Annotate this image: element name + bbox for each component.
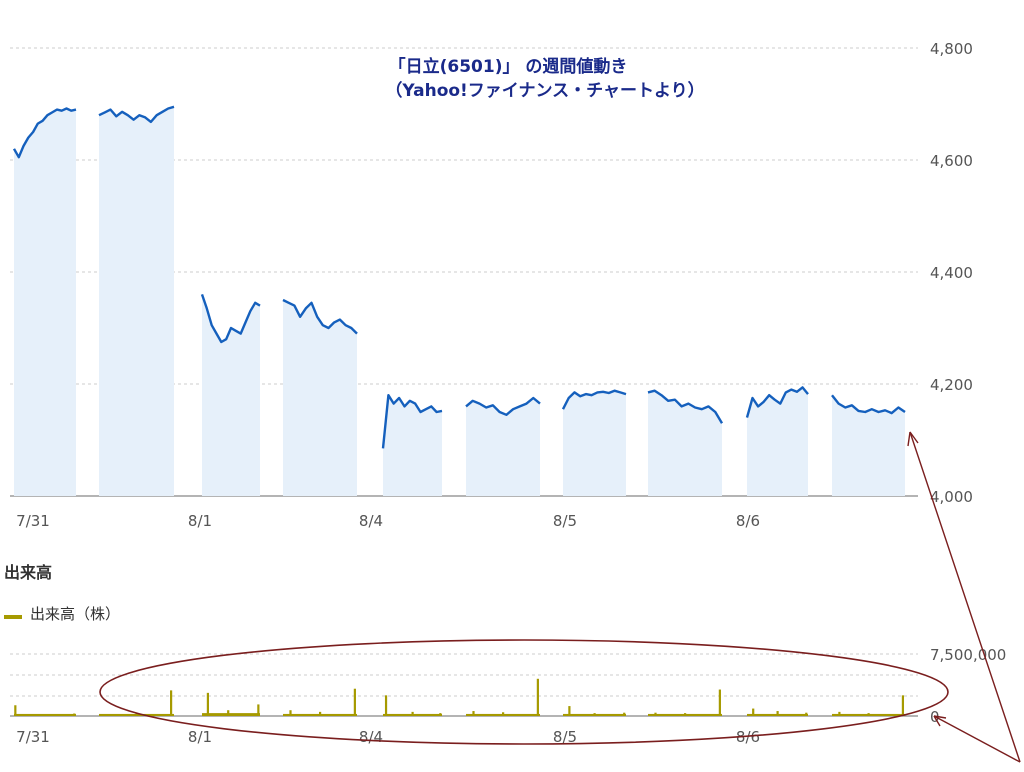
volume-spike-bar — [319, 711, 322, 716]
price-x-tick: 8/6 — [736, 512, 760, 530]
volume-spike-bar — [684, 713, 687, 716]
volume-spike-bar — [227, 710, 230, 716]
volume-base-bar — [14, 713, 76, 716]
volume-spike-bar — [206, 692, 209, 716]
price-y-tick: 4,800 — [930, 40, 973, 58]
volume-spike-bar — [805, 712, 808, 716]
volume-spike-bar — [257, 704, 260, 716]
highlight-ellipse — [99, 639, 949, 745]
price-x-tick: 7/31 — [16, 512, 50, 530]
volume-spike-bar — [411, 711, 414, 716]
price-session-fill — [283, 300, 357, 496]
arrow-to-price-line — [909, 431, 1021, 763]
arrow-head-price — [907, 431, 919, 447]
volume-spike-bar — [776, 711, 779, 716]
price-area-fills — [14, 106, 905, 497]
price-lines — [12, 105, 906, 449]
price-session-line — [647, 389, 724, 424]
price-session-line — [282, 298, 358, 335]
volume-spike-bar — [472, 711, 475, 716]
volume-legend-label: 出来高（株） — [30, 605, 120, 623]
volume-grid — [10, 653, 918, 717]
annotation-layer — [99, 431, 1021, 763]
price-x-tick: 8/5 — [553, 512, 577, 530]
price-axis: 4,800 4,600 4,400 4,200 4,000 7/31 8/1 8/4 8/5 8/… — [16, 40, 973, 530]
price-session-line — [12, 107, 77, 159]
volume-base-bar — [202, 713, 260, 716]
price-session-fill — [747, 387, 808, 496]
price-session-line — [745, 386, 809, 418]
volume-spike-bar — [568, 706, 571, 716]
price-x-tick: 8/1 — [188, 512, 212, 530]
price-session-fill — [383, 395, 442, 496]
volume-legend-swatch — [4, 615, 22, 619]
volume-x-tick: 8/1 — [188, 728, 212, 746]
price-session-fill — [202, 294, 260, 496]
volume-y-tick: 7,500,000 — [930, 646, 1006, 664]
volume-spike-bar — [502, 712, 505, 716]
volume-spike-bar — [536, 678, 539, 716]
volume-spike-bar — [170, 690, 173, 716]
price-session-line — [561, 389, 627, 410]
volume-x-tick: 8/5 — [553, 728, 577, 746]
volume-spike-bar — [623, 712, 626, 716]
price-session-line — [98, 105, 175, 124]
price-y-tick: 4,000 — [930, 488, 973, 506]
arrow-to-volume — [933, 715, 1021, 763]
volume-spike-bar — [384, 695, 388, 716]
chart-title: 「日立(6501)」 の週間値動き — [389, 56, 628, 77]
volume-spike-bar — [718, 689, 721, 716]
price-y-tick: 4,200 — [930, 376, 973, 394]
volume-spike-bar — [289, 710, 292, 716]
volume-spike-bar — [654, 712, 657, 716]
price-session-fill — [99, 106, 174, 497]
volume-spike-bar — [867, 713, 870, 716]
price-y-tick: 4,600 — [930, 152, 973, 170]
volume-spike-bar — [353, 688, 356, 716]
arrow-head-volume — [933, 715, 947, 727]
volume-spike-bar — [838, 711, 841, 716]
price-session-fill — [14, 108, 76, 496]
volume-spike-bar — [135, 713, 138, 716]
price-y-tick: 4,400 — [930, 264, 973, 282]
volume-x-tick: 8/4 — [359, 728, 383, 746]
price-session-line — [200, 294, 261, 344]
price-session-fill — [648, 390, 722, 496]
volume-spike-bar — [73, 713, 76, 716]
price-session-line — [831, 394, 906, 415]
price-session-fill — [832, 395, 905, 496]
volume-x-tick: 7/31 — [16, 728, 50, 746]
volume-spike-bar — [14, 705, 17, 716]
volume-bars — [14, 678, 905, 716]
volume-spike-bar — [439, 713, 442, 716]
price-x-tick: 8/4 — [359, 512, 383, 530]
price-session-fill — [466, 398, 540, 496]
volume-spike-bar — [752, 708, 755, 716]
price-session-line — [465, 396, 541, 416]
price-session-line — [381, 394, 443, 449]
volume-spike-bar — [593, 713, 596, 716]
chart-subtitle: （Yahoo!ファイナンス・チャートより） — [385, 80, 704, 101]
volume-panel-title: 出来高 — [4, 563, 52, 582]
volume-spike-bar — [901, 695, 905, 716]
price-session-fill — [563, 390, 626, 496]
